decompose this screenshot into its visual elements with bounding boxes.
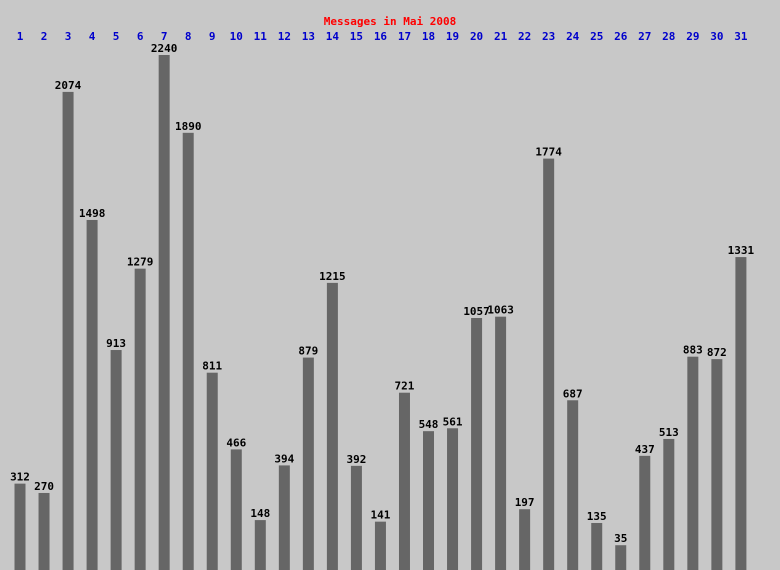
bar (519, 509, 531, 570)
x-tick-label: 29 (686, 30, 699, 43)
value-label: 721 (395, 380, 415, 393)
value-label: 1063 (487, 304, 514, 317)
x-tick-label: 9 (209, 30, 216, 43)
x-tick-label: 12 (278, 30, 291, 43)
x-tick-label: 27 (638, 30, 651, 43)
x-tick-label: 30 (710, 30, 723, 43)
value-label: 2240 (151, 42, 178, 55)
x-tick-label: 4 (89, 30, 96, 43)
x-tick-label: 23 (542, 30, 555, 43)
x-tick-label: 3 (65, 30, 72, 43)
x-tick-label: 7 (161, 30, 168, 43)
bar (711, 359, 723, 570)
chart-title: Messages in Mai 2008 (324, 15, 456, 28)
x-tick-label: 11 (254, 30, 268, 43)
x-tick-label: 20 (470, 30, 483, 43)
value-label: 1890 (175, 120, 202, 133)
bar (302, 357, 314, 570)
value-label: 2074 (55, 79, 82, 92)
bar (326, 282, 338, 570)
x-tick-label: 19 (446, 30, 459, 43)
value-label: 394 (274, 452, 294, 465)
bar (374, 521, 386, 570)
x-tick-label: 26 (614, 30, 628, 43)
bar (38, 492, 50, 570)
value-label: 872 (707, 346, 727, 359)
bar (398, 392, 410, 570)
value-label: 879 (298, 345, 318, 358)
x-tick-label: 25 (590, 30, 603, 43)
bar (134, 268, 146, 570)
bar (230, 449, 242, 570)
bar (206, 372, 218, 570)
value-label: 35 (614, 532, 627, 545)
x-tick-label: 5 (113, 30, 120, 43)
bar (447, 428, 459, 570)
x-tick-label: 14 (326, 30, 340, 43)
bar (567, 400, 579, 570)
x-tick-label: 18 (422, 30, 435, 43)
x-tick-label: 8 (185, 30, 192, 43)
bar (350, 465, 362, 570)
value-label: 392 (346, 453, 366, 466)
bar (182, 132, 194, 570)
value-label: 135 (587, 510, 607, 523)
bar (687, 356, 699, 570)
x-tick-label: 1 (17, 30, 24, 43)
value-label: 1057 (463, 305, 490, 318)
x-tick-label: 2 (41, 30, 48, 43)
bar (543, 158, 555, 570)
value-label: 561 (443, 415, 463, 428)
bar (615, 545, 627, 570)
x-tick-label: 17 (398, 30, 411, 43)
value-label: 1279 (127, 256, 154, 269)
bar (158, 55, 170, 570)
bar (471, 318, 483, 570)
value-label: 811 (202, 360, 222, 373)
bar (14, 483, 26, 570)
value-label: 548 (419, 418, 439, 431)
value-label: 148 (250, 507, 270, 520)
x-tick-label: 31 (734, 30, 748, 43)
value-label: 1331 (728, 244, 755, 257)
bar (735, 257, 747, 570)
bar (254, 520, 266, 570)
x-tick-label: 28 (662, 30, 675, 43)
value-label: 687 (563, 387, 583, 400)
value-label: 270 (34, 480, 54, 493)
x-tick-label: 24 (566, 30, 580, 43)
value-label: 437 (635, 443, 655, 456)
bar (591, 522, 603, 570)
value-label: 312 (10, 471, 30, 484)
value-label: 913 (106, 337, 126, 350)
x-tick-label: 16 (374, 30, 388, 43)
x-tick-label: 6 (137, 30, 144, 43)
x-tick-label: 13 (302, 30, 315, 43)
value-label: 883 (683, 344, 703, 357)
bar (86, 219, 98, 570)
value-label: 197 (515, 496, 535, 509)
bar (423, 431, 435, 570)
bar (663, 438, 675, 570)
bar (495, 316, 507, 570)
x-tick-label: 10 (230, 30, 243, 43)
value-label: 513 (659, 426, 679, 439)
value-label: 141 (371, 509, 391, 522)
bar (110, 350, 122, 570)
value-label: 1774 (535, 146, 562, 159)
x-tick-label: 22 (518, 30, 531, 43)
value-label: 466 (226, 436, 246, 449)
value-label: 1215 (319, 270, 346, 283)
value-label: 1498 (79, 207, 106, 220)
x-tick-label: 15 (350, 30, 363, 43)
bar (62, 91, 74, 570)
bar (278, 465, 290, 570)
bar (639, 455, 651, 570)
x-tick-label: 21 (494, 30, 508, 43)
